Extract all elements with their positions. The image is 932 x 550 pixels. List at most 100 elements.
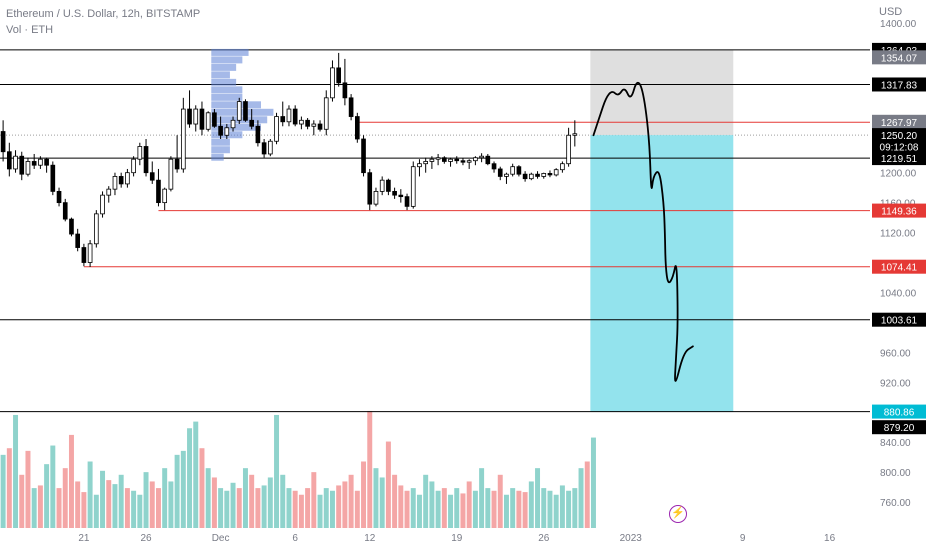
candle-body [62, 202, 68, 220]
volume-bar [62, 468, 68, 528]
volume-bar [472, 490, 478, 528]
candle-body [342, 82, 348, 99]
candle-body [44, 158, 49, 166]
candle-body [522, 173, 528, 180]
price-tick-label: 1400.00 [880, 19, 917, 30]
horizontal-levels[interactable] [0, 49, 870, 413]
volume-bar [448, 494, 454, 528]
volume-bar [242, 468, 248, 528]
candle-body [299, 119, 304, 125]
candle-body [541, 173, 547, 177]
drawn-projection[interactable] [592, 81, 694, 382]
price-tick-label: 800.00 [880, 468, 911, 479]
volume-bar [578, 468, 584, 528]
volume-bar [255, 488, 261, 528]
candle-body [504, 173, 509, 177]
position-zones [590, 49, 734, 412]
volume-bar [497, 474, 503, 528]
volume-bar [187, 428, 193, 528]
level-label: 1003.61 [881, 316, 918, 327]
candle-body [13, 155, 18, 170]
lightning-icon[interactable]: ⚡ [669, 505, 687, 523]
volume-bar [174, 454, 180, 528]
level-label: 1219.51 [881, 154, 918, 165]
volume-bar [541, 488, 547, 528]
volume-bar [298, 494, 304, 528]
candle-body [149, 172, 155, 181]
candle-body [336, 67, 342, 84]
candle-body [131, 158, 136, 174]
candle-body [379, 179, 385, 192]
candle-body [367, 172, 373, 205]
price-axis[interactable]: USD 1400.001200.001160.001120.001040.009… [872, 6, 926, 509]
price-tick-label: 1120.00 [880, 229, 916, 240]
level-label-bg [872, 151, 926, 166]
candle-body [491, 163, 497, 170]
candle-body [118, 176, 124, 185]
candle-body [454, 158, 460, 162]
axis-badge-bg [872, 114, 926, 129]
candle-body [386, 179, 391, 192]
volume-bar [503, 494, 509, 528]
candle-body [156, 179, 161, 204]
volume-bars [0, 410, 596, 528]
volume-bar [280, 474, 286, 528]
level-label: 1317.83 [881, 80, 918, 91]
candle-body [261, 142, 267, 155]
volume-bar [261, 485, 267, 528]
price-tick-label: 960.00 [880, 348, 911, 359]
candle-body [566, 134, 571, 165]
volume-bar [13, 414, 19, 528]
candle-body [286, 108, 292, 123]
volume-bar [274, 414, 280, 528]
time-tick-label: 21 [78, 533, 90, 544]
volume-bar [100, 470, 106, 528]
candle-body [87, 243, 93, 263]
candle-body [429, 158, 435, 162]
volume-indicator-label: Vol · ETH [6, 24, 54, 36]
candle-body [373, 190, 379, 205]
candle-body [441, 157, 447, 162]
axis-badge-bg [872, 404, 926, 419]
candle-body [143, 146, 149, 174]
volume-bar [535, 468, 541, 528]
level-label-bg [872, 203, 926, 218]
volume-bar [410, 488, 416, 528]
volume-bar [348, 474, 354, 528]
volume-bar [559, 485, 565, 528]
candle-body [38, 158, 43, 166]
time-tick-label: 2023 [620, 533, 643, 544]
volume-bar [510, 488, 516, 528]
candle-body [249, 119, 255, 127]
volume-bar [292, 490, 298, 528]
time-axis[interactable]: 21 26 Dec 6 12 19 26 2023 9 16 [78, 533, 835, 544]
volume-bar [367, 410, 373, 528]
time-tick-label: 16 [824, 533, 836, 544]
volume-bar [392, 474, 398, 528]
candle-body [212, 112, 217, 127]
volume-bar [286, 488, 292, 528]
volume-bar [385, 441, 391, 528]
axis-badge: 09:12:08 [880, 142, 919, 153]
volume-bar [44, 464, 50, 528]
volume-profile-bar [211, 93, 243, 101]
candle-body [460, 160, 466, 163]
candle-body [267, 140, 273, 155]
candle-body [311, 123, 317, 127]
volume-bar [193, 421, 199, 528]
volume-bar [522, 492, 528, 528]
volume-bar [311, 472, 317, 528]
volume-bar [441, 488, 447, 528]
volume-bar [590, 437, 596, 528]
volume-bar [547, 490, 553, 528]
volume-bar [267, 477, 273, 528]
volume-bar [404, 490, 410, 528]
volume-bar [423, 474, 429, 528]
time-tick-label: 6 [292, 533, 298, 544]
volume-bar [50, 445, 56, 528]
volume-bar [516, 490, 522, 528]
volume-bar [205, 468, 211, 528]
volume-bar [572, 488, 578, 528]
axis-badge: 880.86 [884, 408, 915, 419]
